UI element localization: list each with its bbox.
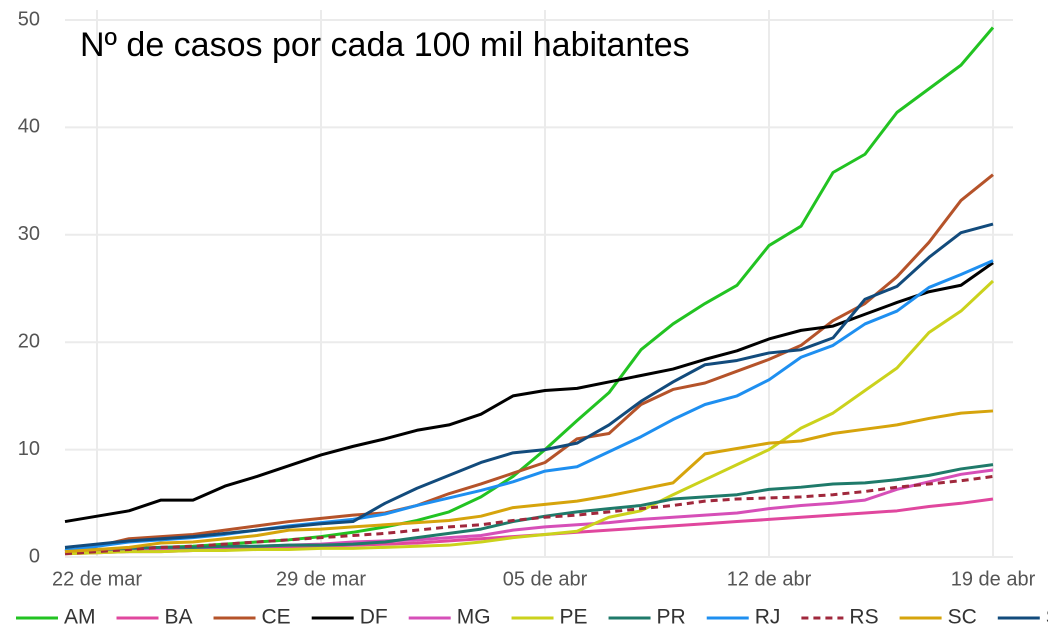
legend-label: RJ <box>755 606 781 629</box>
y-tick-label: 30 <box>18 223 40 245</box>
lines <box>64 26 995 556</box>
legend-label: PR <box>657 606 686 629</box>
x-tick-label: 19 de abr <box>951 568 1036 590</box>
legend-label: PE <box>560 606 588 629</box>
chart-title: Nº de casos por cada 100 mil habitantes <box>80 26 690 64</box>
y-tick-label: 40 <box>18 116 40 138</box>
series-line <box>64 279 995 556</box>
y-tick-label: 0 <box>29 545 40 567</box>
legend-label: BA <box>165 606 193 629</box>
series-line <box>65 463 994 551</box>
y-tick-label: 20 <box>18 330 40 352</box>
x-tick-label: 22 de mar <box>52 568 142 590</box>
y-tick-label: 10 <box>18 438 40 460</box>
legend-label: SC <box>948 606 977 629</box>
series-line <box>64 173 994 554</box>
legend-label: SP <box>1046 606 1048 629</box>
x-tick-label: 12 de abr <box>727 568 812 590</box>
legend-label: AM <box>64 606 96 629</box>
x-tick-label: 29 de mar <box>276 568 366 590</box>
legend-label: RS <box>849 606 878 629</box>
grid: 0 10 20 30 40 50 22 de mar 29 de mar 05 de abr 12… <box>18 8 1036 590</box>
legend-label: MG <box>457 606 491 629</box>
legend-label: DF <box>360 606 388 629</box>
series-line <box>64 409 994 554</box>
legend-label: CE <box>262 606 291 629</box>
legend: AM BA CE DF MG PE PR RJ RS SC SP <box>16 606 1048 629</box>
x-tick-label: 05 de abr <box>503 568 588 590</box>
series-line <box>64 261 994 524</box>
series-line <box>64 26 995 554</box>
y-tick-label: 50 <box>18 8 40 30</box>
series-line <box>64 222 994 549</box>
